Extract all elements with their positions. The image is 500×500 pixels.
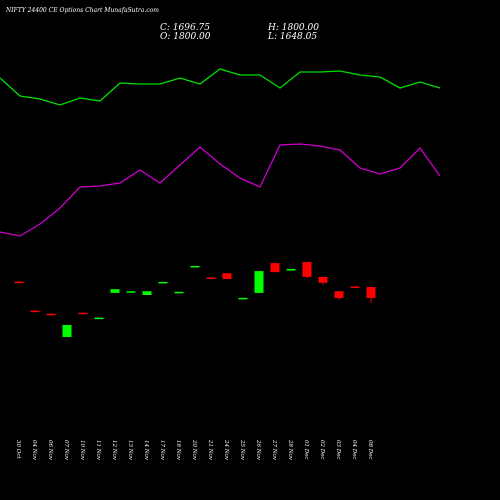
x-tick-label: 12 Nov xyxy=(111,440,117,461)
candle-body xyxy=(110,289,120,293)
x-tick-label: 30 Oct xyxy=(15,440,21,459)
x-tick-label: 02 Dec xyxy=(319,440,325,460)
x-tick-label: 07 Nov xyxy=(63,440,69,461)
high-label: H: 1800.00 xyxy=(267,23,319,33)
candle-body xyxy=(190,265,200,268)
indicator-line xyxy=(0,68,441,106)
x-tick-label: 11 Nov xyxy=(95,440,101,461)
x-tick-label: 28 Nov xyxy=(287,439,293,461)
x-tick-label: 20 Nov xyxy=(191,439,197,461)
candle-body xyxy=(62,324,72,337)
candle-body xyxy=(334,291,344,298)
x-tick-label: 17 Nov xyxy=(159,440,165,461)
candle-body xyxy=(238,297,248,300)
x-tick-label: 03 Dec xyxy=(335,440,341,460)
candle-body xyxy=(302,262,312,277)
x-tick-label: 06 Nov xyxy=(47,440,53,461)
x-tick-label: 10 Nov xyxy=(79,440,85,461)
x-tick-label: 04 Dec xyxy=(351,440,357,460)
chart-title: NIFTY 24400 CE Options Chart MunafaSutra… xyxy=(5,7,159,14)
x-tick-label: 14 Nov xyxy=(143,440,149,461)
candle-body xyxy=(142,291,152,295)
candle-body xyxy=(254,271,264,293)
candle-body xyxy=(206,277,216,279)
candle-body xyxy=(350,286,360,288)
open-label: O: 1800.00 xyxy=(160,32,211,42)
candle-body xyxy=(78,312,88,315)
x-tick-label: 21 Nov xyxy=(207,439,213,461)
candle-body xyxy=(158,281,168,284)
x-tick-label: 25 Nov xyxy=(239,439,245,461)
candle-body xyxy=(46,313,56,316)
candle-body xyxy=(222,273,232,280)
x-tick-label: 08 Dec xyxy=(367,440,373,460)
x-tick-label: 13 Nov xyxy=(127,440,133,461)
x-tick-label: 26 Nov xyxy=(255,439,261,461)
candle-body xyxy=(14,281,24,284)
x-tick-label: 18 Nov xyxy=(175,440,181,461)
candle-body xyxy=(30,310,40,313)
candle-body xyxy=(318,276,328,283)
candle-body xyxy=(270,263,280,273)
candle-body xyxy=(174,291,184,294)
x-tick-label: 24 Nov xyxy=(223,439,229,461)
x-tick-label: 27 Nov xyxy=(271,439,277,461)
x-tick-label: 04 Nov xyxy=(31,440,37,461)
low-label: L: 1648.05 xyxy=(267,32,317,42)
close-label: C: 1696.75 xyxy=(160,23,210,33)
candle-body xyxy=(366,287,376,298)
candle-body xyxy=(286,268,296,271)
indicator-line xyxy=(0,143,441,237)
candle-body xyxy=(94,317,104,320)
candle-body xyxy=(126,291,136,293)
x-tick-label: 01 Dec xyxy=(303,440,309,460)
